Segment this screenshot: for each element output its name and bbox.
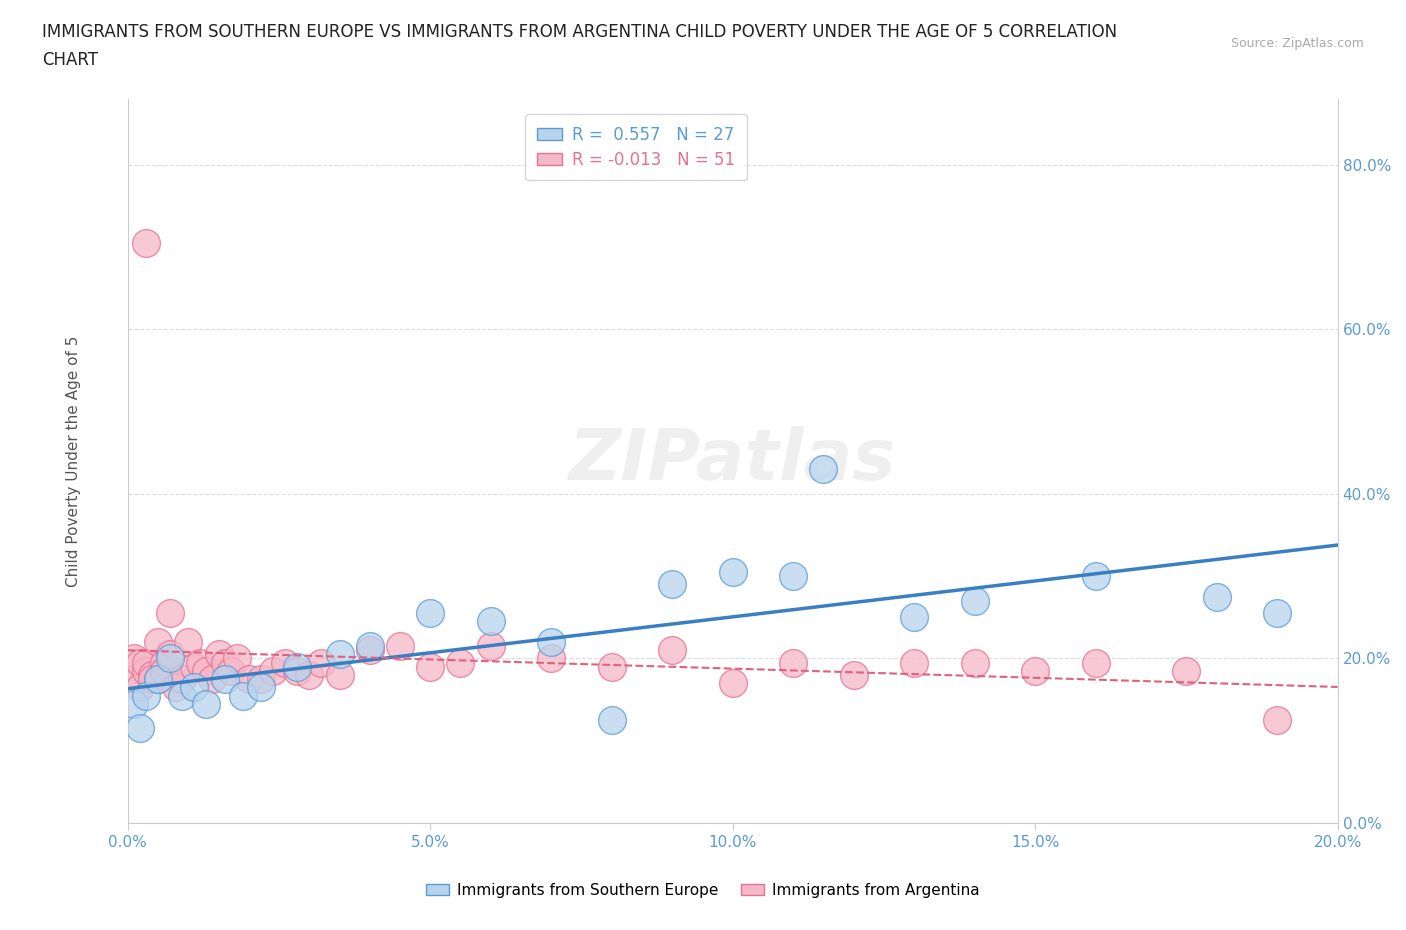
- Point: [479, 614, 502, 629]
- Point: [135, 655, 157, 670]
- Point: [135, 688, 157, 703]
- Point: [183, 659, 205, 674]
- Point: [250, 680, 273, 695]
- Text: Source: ZipAtlas.com: Source: ZipAtlas.com: [1230, 37, 1364, 50]
- Legend: Immigrants from Southern Europe, Immigrants from Argentina: Immigrants from Southern Europe, Immigra…: [420, 877, 986, 904]
- Point: [274, 655, 297, 670]
- Point: [238, 671, 260, 686]
- Point: [388, 639, 411, 654]
- Point: [903, 655, 925, 670]
- Point: [141, 671, 163, 686]
- Point: [721, 565, 744, 579]
- Text: IMMIGRANTS FROM SOUTHERN EUROPE VS IMMIGRANTS FROM ARGENTINA CHILD POVERTY UNDER: IMMIGRANTS FROM SOUTHERN EUROPE VS IMMIG…: [42, 23, 1118, 41]
- Point: [450, 655, 472, 670]
- Point: [479, 639, 502, 654]
- Point: [328, 647, 350, 662]
- Point: [311, 655, 333, 670]
- Point: [214, 671, 236, 686]
- Point: [903, 610, 925, 625]
- Point: [661, 643, 683, 658]
- Point: [159, 651, 181, 666]
- Point: [146, 671, 169, 686]
- Point: [842, 668, 865, 683]
- Text: Child Poverty Under the Age of 5: Child Poverty Under the Age of 5: [66, 335, 80, 587]
- Point: [122, 651, 145, 666]
- Point: [195, 697, 218, 711]
- Point: [721, 676, 744, 691]
- Point: [177, 634, 200, 649]
- Point: [128, 655, 150, 670]
- Point: [1265, 712, 1288, 727]
- Point: [285, 659, 308, 674]
- Point: [201, 671, 224, 686]
- Text: ZIPatlas: ZIPatlas: [569, 426, 897, 496]
- Point: [963, 655, 986, 670]
- Point: [540, 651, 562, 666]
- Point: [165, 680, 187, 695]
- Point: [146, 634, 169, 649]
- Point: [141, 668, 163, 683]
- Point: [1024, 663, 1046, 678]
- Point: [190, 655, 212, 670]
- Point: [128, 721, 150, 736]
- Point: [1205, 590, 1227, 604]
- Point: [172, 688, 194, 703]
- Point: [225, 651, 247, 666]
- Point: [285, 663, 308, 678]
- Point: [540, 634, 562, 649]
- Point: [146, 671, 169, 686]
- Point: [419, 605, 441, 620]
- Point: [963, 593, 986, 608]
- Point: [250, 671, 273, 686]
- Point: [359, 639, 381, 654]
- Point: [207, 647, 229, 662]
- Point: [219, 663, 242, 678]
- Point: [122, 697, 145, 711]
- Point: [135, 235, 157, 250]
- Point: [1175, 663, 1198, 678]
- Point: [262, 663, 284, 678]
- Point: [1084, 569, 1107, 584]
- Point: [328, 668, 350, 683]
- Point: [359, 643, 381, 658]
- Point: [600, 712, 623, 727]
- Point: [122, 671, 145, 686]
- Point: [153, 655, 176, 670]
- Point: [813, 461, 835, 476]
- Point: [153, 663, 176, 678]
- Point: [128, 680, 150, 695]
- Point: [135, 663, 157, 678]
- Point: [159, 605, 181, 620]
- Point: [419, 659, 441, 674]
- Point: [782, 655, 804, 670]
- Text: CHART: CHART: [42, 51, 98, 69]
- Point: [1265, 605, 1288, 620]
- Point: [782, 569, 804, 584]
- Point: [1084, 655, 1107, 670]
- Point: [195, 663, 218, 678]
- Point: [298, 668, 321, 683]
- Point: [159, 647, 181, 662]
- Point: [661, 577, 683, 591]
- Point: [232, 688, 254, 703]
- Point: [172, 671, 194, 686]
- Point: [214, 655, 236, 670]
- Point: [183, 680, 205, 695]
- Point: [600, 659, 623, 674]
- Legend: R =  0.557   N = 27, R = -0.013   N = 51: R = 0.557 N = 27, R = -0.013 N = 51: [526, 114, 747, 180]
